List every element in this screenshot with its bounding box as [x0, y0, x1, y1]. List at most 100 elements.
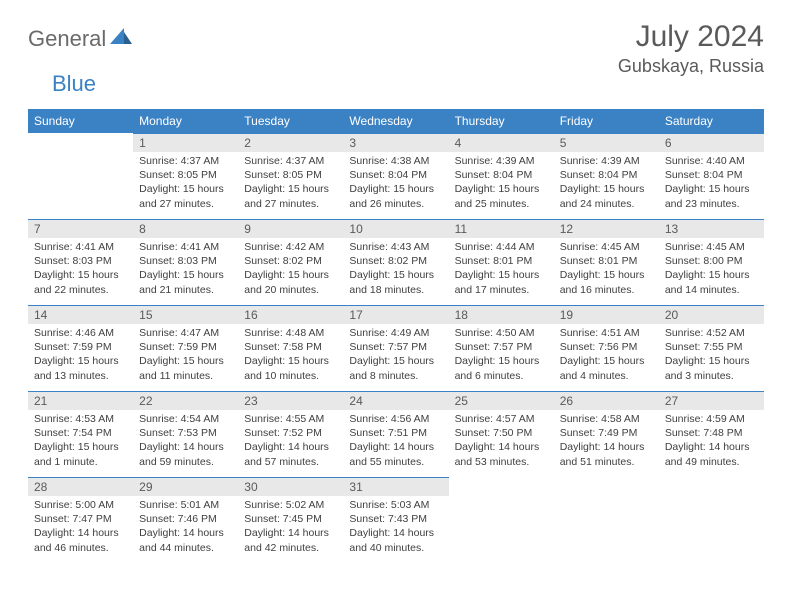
calendar-cell: 24Sunrise: 4:56 AMSunset: 7:51 PMDayligh… — [343, 391, 448, 477]
daylight-line: Daylight: 15 hours and 21 minutes. — [139, 268, 232, 296]
calendar-cell: 15Sunrise: 4:47 AMSunset: 7:59 PMDayligh… — [133, 305, 238, 391]
weekday-header: Saturday — [659, 109, 764, 133]
weekday-header: Thursday — [449, 109, 554, 133]
sunrise-line: Sunrise: 4:43 AM — [349, 240, 442, 254]
sunrise-line: Sunrise: 4:55 AM — [244, 412, 337, 426]
sunrise-line: Sunrise: 5:00 AM — [34, 498, 127, 512]
day-number: 10 — [343, 219, 448, 238]
sunrise-line: Sunrise: 4:37 AM — [244, 154, 337, 168]
calendar-cell: 19Sunrise: 4:51 AMSunset: 7:56 PMDayligh… — [554, 305, 659, 391]
daylight-line: Daylight: 14 hours and 51 minutes. — [560, 440, 653, 468]
day-body: Sunrise: 4:37 AMSunset: 8:05 PMDaylight:… — [133, 152, 238, 215]
calendar-cell: 25Sunrise: 4:57 AMSunset: 7:50 PMDayligh… — [449, 391, 554, 477]
sunrise-line: Sunrise: 4:51 AM — [560, 326, 653, 340]
day-body: Sunrise: 4:40 AMSunset: 8:04 PMDaylight:… — [659, 152, 764, 215]
day-number: 5 — [554, 133, 659, 152]
sunset-line: Sunset: 7:58 PM — [244, 340, 337, 354]
sunrise-line: Sunrise: 4:37 AM — [139, 154, 232, 168]
logo-text-general: General — [28, 26, 106, 52]
sunset-line: Sunset: 7:43 PM — [349, 512, 442, 526]
calendar-row: 14Sunrise: 4:46 AMSunset: 7:59 PMDayligh… — [28, 305, 764, 391]
sunset-line: Sunset: 7:57 PM — [349, 340, 442, 354]
daylight-line: Daylight: 15 hours and 20 minutes. — [244, 268, 337, 296]
sunset-line: Sunset: 7:55 PM — [665, 340, 758, 354]
calendar-cell: 18Sunrise: 4:50 AMSunset: 7:57 PMDayligh… — [449, 305, 554, 391]
day-number: 13 — [659, 219, 764, 238]
sunrise-line: Sunrise: 4:39 AM — [455, 154, 548, 168]
sunset-line: Sunset: 8:05 PM — [244, 168, 337, 182]
day-number: 6 — [659, 133, 764, 152]
sunset-line: Sunset: 7:50 PM — [455, 426, 548, 440]
day-number: 14 — [28, 305, 133, 324]
day-number: 4 — [449, 133, 554, 152]
sunset-line: Sunset: 7:48 PM — [665, 426, 758, 440]
day-number: 18 — [449, 305, 554, 324]
day-body: Sunrise: 4:41 AMSunset: 8:03 PMDaylight:… — [28, 238, 133, 301]
day-body: Sunrise: 4:45 AMSunset: 8:01 PMDaylight:… — [554, 238, 659, 301]
sunrise-line: Sunrise: 4:39 AM — [560, 154, 653, 168]
sunrise-line: Sunrise: 4:53 AM — [34, 412, 127, 426]
day-number: 2 — [238, 133, 343, 152]
sunrise-line: Sunrise: 4:58 AM — [560, 412, 653, 426]
weekday-header: Wednesday — [343, 109, 448, 133]
sunset-line: Sunset: 8:02 PM — [244, 254, 337, 268]
daylight-line: Daylight: 15 hours and 17 minutes. — [455, 268, 548, 296]
logo-text-blue: Blue — [52, 71, 96, 97]
sunrise-line: Sunrise: 5:01 AM — [139, 498, 232, 512]
day-body: Sunrise: 4:43 AMSunset: 8:02 PMDaylight:… — [343, 238, 448, 301]
day-body: Sunrise: 4:59 AMSunset: 7:48 PMDaylight:… — [659, 410, 764, 473]
day-body: Sunrise: 4:56 AMSunset: 7:51 PMDaylight:… — [343, 410, 448, 473]
daylight-line: Daylight: 15 hours and 22 minutes. — [34, 268, 127, 296]
calendar-cell: 3Sunrise: 4:38 AMSunset: 8:04 PMDaylight… — [343, 133, 448, 219]
day-number: 27 — [659, 391, 764, 410]
calendar-cell: 2Sunrise: 4:37 AMSunset: 8:05 PMDaylight… — [238, 133, 343, 219]
day-body: Sunrise: 4:39 AMSunset: 8:04 PMDaylight:… — [449, 152, 554, 215]
day-body: Sunrise: 5:02 AMSunset: 7:45 PMDaylight:… — [238, 496, 343, 559]
day-number: 20 — [659, 305, 764, 324]
day-body: Sunrise: 4:52 AMSunset: 7:55 PMDaylight:… — [659, 324, 764, 387]
sunrise-line: Sunrise: 4:50 AM — [455, 326, 548, 340]
daylight-line: Daylight: 14 hours and 42 minutes. — [244, 526, 337, 554]
daylight-line: Daylight: 15 hours and 11 minutes. — [139, 354, 232, 382]
sunset-line: Sunset: 7:54 PM — [34, 426, 127, 440]
daylight-line: Daylight: 15 hours and 25 minutes. — [455, 182, 548, 210]
day-number: 9 — [238, 219, 343, 238]
daylight-line: Daylight: 14 hours and 59 minutes. — [139, 440, 232, 468]
day-number: 23 — [238, 391, 343, 410]
sunrise-line: Sunrise: 4:45 AM — [560, 240, 653, 254]
day-number: 26 — [554, 391, 659, 410]
calendar-cell — [659, 477, 764, 563]
sunset-line: Sunset: 7:53 PM — [139, 426, 232, 440]
sunrise-line: Sunrise: 4:42 AM — [244, 240, 337, 254]
day-body: Sunrise: 4:38 AMSunset: 8:04 PMDaylight:… — [343, 152, 448, 215]
sunrise-line: Sunrise: 4:47 AM — [139, 326, 232, 340]
day-body: Sunrise: 4:45 AMSunset: 8:00 PMDaylight:… — [659, 238, 764, 301]
daylight-line: Daylight: 14 hours and 46 minutes. — [34, 526, 127, 554]
logo-triangle-icon — [110, 28, 132, 51]
daylight-line: Daylight: 15 hours and 1 minute. — [34, 440, 127, 468]
sunset-line: Sunset: 8:02 PM — [349, 254, 442, 268]
calendar-cell: 1Sunrise: 4:37 AMSunset: 8:05 PMDaylight… — [133, 133, 238, 219]
sunrise-line: Sunrise: 4:45 AM — [665, 240, 758, 254]
daylight-line: Daylight: 14 hours and 44 minutes. — [139, 526, 232, 554]
calendar-cell: 11Sunrise: 4:44 AMSunset: 8:01 PMDayligh… — [449, 219, 554, 305]
day-number: 17 — [343, 305, 448, 324]
daylight-line: Daylight: 15 hours and 6 minutes. — [455, 354, 548, 382]
day-body: Sunrise: 4:53 AMSunset: 7:54 PMDaylight:… — [28, 410, 133, 473]
weekday-header: Tuesday — [238, 109, 343, 133]
day-number: 16 — [238, 305, 343, 324]
calendar-header-row: SundayMondayTuesdayWednesdayThursdayFrid… — [28, 109, 764, 133]
daylight-line: Daylight: 15 hours and 24 minutes. — [560, 182, 653, 210]
daylight-line: Daylight: 15 hours and 26 minutes. — [349, 182, 442, 210]
weekday-header: Friday — [554, 109, 659, 133]
calendar-cell: 28Sunrise: 5:00 AMSunset: 7:47 PMDayligh… — [28, 477, 133, 563]
day-number: 24 — [343, 391, 448, 410]
daylight-line: Daylight: 15 hours and 23 minutes. — [665, 182, 758, 210]
calendar-cell: 22Sunrise: 4:54 AMSunset: 7:53 PMDayligh… — [133, 391, 238, 477]
sunset-line: Sunset: 7:49 PM — [560, 426, 653, 440]
weekday-header: Monday — [133, 109, 238, 133]
day-number: 8 — [133, 219, 238, 238]
day-body: Sunrise: 4:46 AMSunset: 7:59 PMDaylight:… — [28, 324, 133, 387]
calendar-cell: 30Sunrise: 5:02 AMSunset: 7:45 PMDayligh… — [238, 477, 343, 563]
sunrise-line: Sunrise: 4:41 AM — [34, 240, 127, 254]
